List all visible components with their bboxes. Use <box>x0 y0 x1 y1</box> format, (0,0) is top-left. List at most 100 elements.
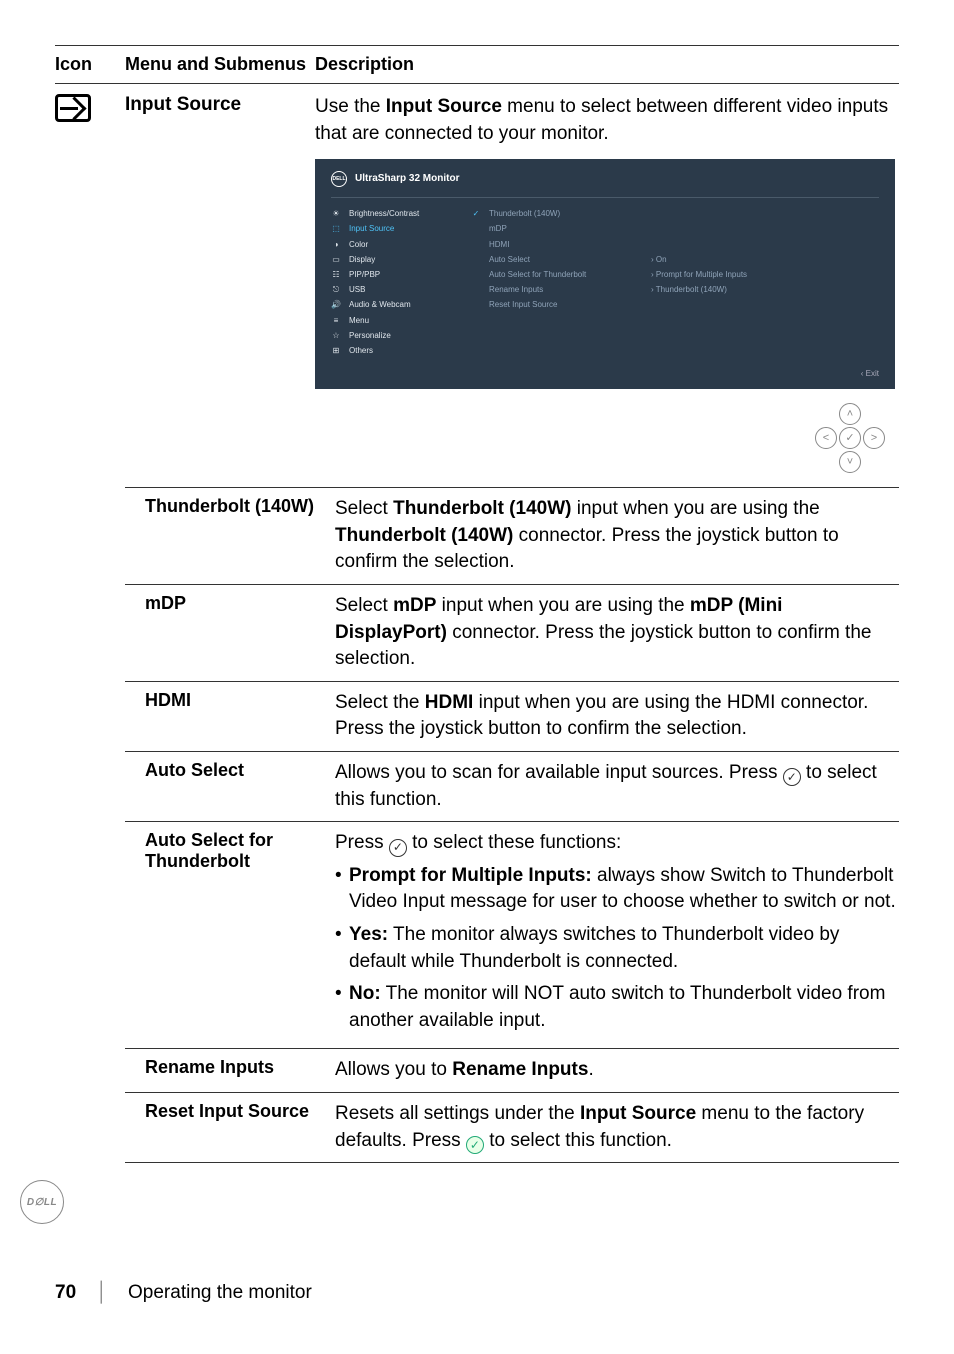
osd-left-item: ⊞Others <box>331 343 471 358</box>
osd-item-icon: ☆ <box>331 330 341 341</box>
list-item: No: The monitor will NOT auto switch to … <box>335 981 899 1034</box>
page-footer: 70 │ Operating the monitor <box>55 1282 312 1304</box>
table-header: Icon Menu and Submenus Description <box>55 54 899 84</box>
list-item: Prompt for Multiple Inputs: always show … <box>335 863 899 916</box>
txt: Allows you to <box>335 1059 452 1080</box>
osd-right-item <box>651 237 879 252</box>
txt-bold: Thunderbolt (140W) <box>393 498 571 519</box>
submenu-desc: Allows you to scan for available input s… <box>335 760 899 813</box>
table-row: HDMI Select the HDMI input when you are … <box>125 681 899 751</box>
joystick-up-icon: ˄ <box>839 403 861 425</box>
osd-left-item: ☷PIP/PBP <box>331 267 471 282</box>
osd-item-icon: ⎋ <box>331 284 341 295</box>
joystick-icon: ˄ ˂ ✓ ˃ ˅ <box>815 403 885 473</box>
osd-right-values: › On › Prompt for Multiple Inputs › Thunde… <box>651 206 879 358</box>
submenu-autoselect: Auto Select <box>125 760 335 813</box>
osd-right-item: › Prompt for Multiple Inputs <box>651 267 879 282</box>
osd-divider <box>331 197 879 198</box>
txt: Select <box>335 595 393 616</box>
submenu-desc: Select mDP input when you are using the … <box>335 593 899 673</box>
submenu-desc: Allows you to Rename Inputs. <box>335 1057 899 1084</box>
osd-item-icon: ⬚ <box>331 223 341 234</box>
osd-left-item: ⬚ Input Source <box>331 221 471 236</box>
osd-body: ☀Brightness/Contrast ⬚ Input Source ◑ Color ▭… <box>331 206 879 358</box>
osd-left-item: ≡Menu <box>331 313 471 328</box>
osd-item-label: PIP/PBP <box>349 269 380 280</box>
txt: Press <box>335 832 389 853</box>
osd-left-item: ☆ Personalize <box>331 328 471 343</box>
osd-exit: ‹ Exit <box>331 368 879 379</box>
osd-item-icon: ◑ <box>331 239 341 250</box>
submenu-desc: Select Thunderbolt (140W) input when you… <box>335 496 899 576</box>
osd-right-item <box>651 221 879 236</box>
header-desc: Description <box>315 54 899 75</box>
osd-item-label: Audio & Webcam <box>349 299 411 310</box>
txt-bold: Rename Inputs <box>452 1059 588 1080</box>
intro-text: Use the Input Source menu to select betw… <box>315 96 888 144</box>
osd-item-label <box>651 239 653 250</box>
list-item: Yes: The monitor always switches to Thun… <box>335 922 899 975</box>
osd-item-label: Color <box>349 239 368 250</box>
submenu-rename: Rename Inputs <box>125 1057 335 1084</box>
txt-bold: Thunderbolt (140W) <box>335 525 513 546</box>
osd-item-label: Thunderbolt (140W) <box>489 208 560 219</box>
desc-cell: Use the Input Source menu to select betw… <box>315 94 899 487</box>
submenu-mdp: mDP <box>125 593 335 673</box>
main-row: Input Source Use the Input Source menu t… <box>55 84 899 487</box>
osd-title: DELL UltraSharp 32 Monitor <box>331 171 879 187</box>
osd-right-item <box>651 297 879 312</box>
txt: to select this function. <box>484 1130 672 1151</box>
check-icon: ✓ <box>389 839 407 857</box>
txt-bold: Yes: <box>349 924 388 945</box>
osd-item-label: Auto Select for Thunderbolt <box>489 269 586 280</box>
table-row: Thunderbolt (140W) Select Thunderbolt (1… <box>125 487 899 584</box>
icon-cell <box>55 94 125 487</box>
osd-item-icon: ▭ <box>331 254 341 265</box>
osd-left-item: ☀Brightness/Contrast <box>331 206 471 221</box>
osd-mid-item: mDP <box>471 221 651 236</box>
joystick-down-icon: ˅ <box>839 451 861 473</box>
table-row: Rename Inputs Allows you to Rename Input… <box>125 1048 899 1092</box>
osd-panel: DELL UltraSharp 32 Monitor ☀Brightness/C… <box>315 159 895 389</box>
txt: Select the <box>335 692 425 713</box>
table-row: mDP Select mDP input when you are using … <box>125 584 899 681</box>
osd-mid-menu: ✓Thunderbolt (140W)mDPHDMIAuto SelectAut… <box>471 206 651 358</box>
footer-text: Operating the monitor <box>128 1282 312 1304</box>
osd-check-icon: ✓ <box>471 208 481 219</box>
osd-item-label: Personalize <box>349 330 391 341</box>
dell-badge-icon: DELL <box>331 171 347 187</box>
osd-item-label: › On <box>651 254 667 265</box>
txt-bold: Prompt for Multiple Inputs: <box>349 865 592 886</box>
input-source-icon <box>55 94 91 122</box>
txt: The monitor will NOT auto switch to Thun… <box>349 983 885 1031</box>
txt-bold: No: <box>349 983 381 1004</box>
submenu-autoselect-tb: Auto Select for Thunderbolt <box>125 830 335 1040</box>
intro-bold: Input Source <box>386 96 502 117</box>
osd-item-label: › Prompt for Multiple Inputs <box>651 269 747 280</box>
osd-item-label: Input Source <box>349 223 394 234</box>
submenu-desc: Press ✓ to select these functions: Promp… <box>335 830 899 1040</box>
osd-item-icon: 🔊 <box>331 299 341 310</box>
joystick-ok-icon: ✓ <box>839 427 861 449</box>
osd-item-label: Others <box>349 345 373 356</box>
submenu-hdmi: HDMI <box>125 690 335 743</box>
submenu-desc: Resets all settings under the Input Sour… <box>335 1101 899 1154</box>
osd-item-label: USB <box>349 284 365 295</box>
txt: Select <box>335 498 393 519</box>
submenu-thunderbolt: Thunderbolt (140W) <box>125 496 335 576</box>
dell-logo-icon: D∅LL <box>20 1180 64 1224</box>
osd-left-item: ◑ Color <box>331 237 471 252</box>
table-row: Auto Select Allows you to scan for avail… <box>125 751 899 821</box>
osd-mid-item: Reset Input Source <box>471 297 651 312</box>
osd-mid-item: HDMI <box>471 237 651 252</box>
top-rule <box>55 45 899 46</box>
osd-item-label: Menu <box>349 315 369 326</box>
txt: input when you are using the <box>436 595 690 616</box>
submenu-reset: Reset Input Source <box>125 1101 335 1154</box>
osd-item-label <box>651 299 653 310</box>
txt: Allows you to scan for available input s… <box>335 762 783 783</box>
osd-item-label: Rename Inputs <box>489 284 543 295</box>
txt-bold: Input Source <box>580 1103 696 1124</box>
osd-left-item: ▭Display <box>331 252 471 267</box>
osd-item-label: › Thunderbolt (140W) <box>651 284 727 295</box>
